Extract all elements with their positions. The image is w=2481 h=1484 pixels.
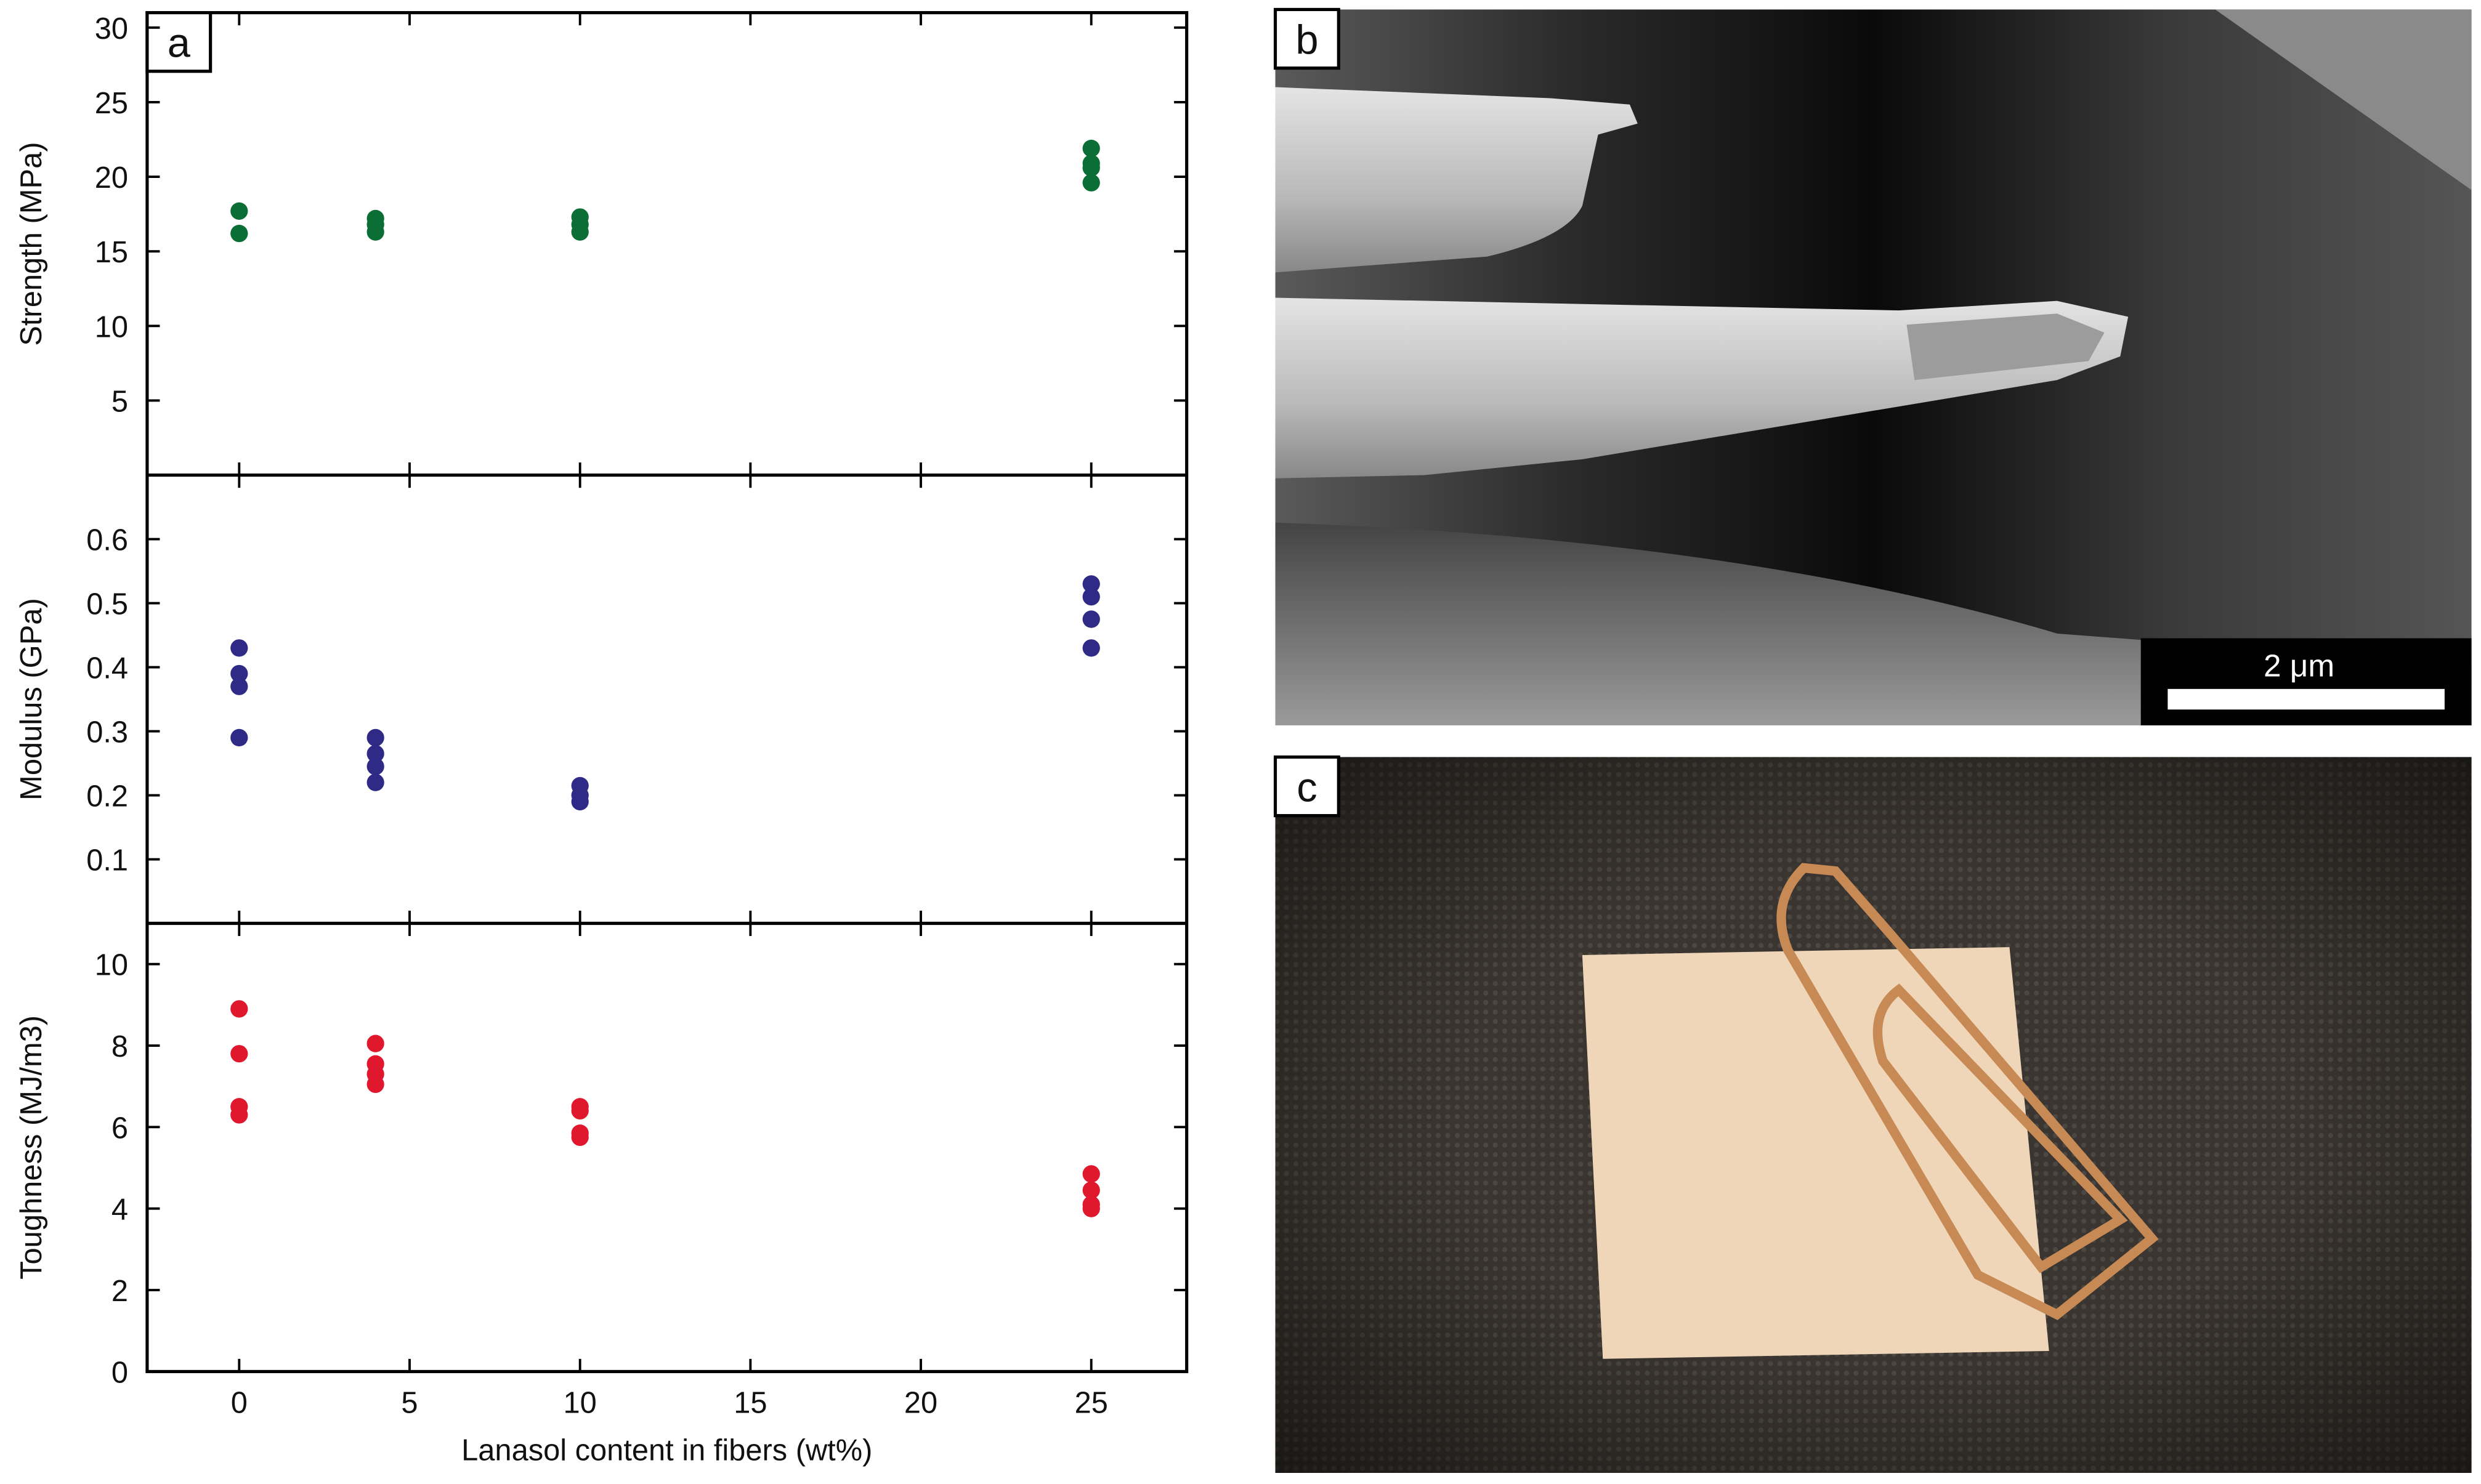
data-point [1082, 1200, 1100, 1217]
y-tick-label: 6 [111, 1111, 128, 1145]
data-point [230, 677, 248, 695]
data-point [366, 728, 384, 747]
panel-label: c [1297, 765, 1317, 810]
y-tick-label: 0.4 [86, 652, 128, 685]
data-point [366, 1034, 384, 1052]
photo [1275, 757, 2472, 1473]
panel-label-box [1273, 7, 1340, 70]
y-tick-label: 10 [95, 949, 128, 982]
data-point [230, 728, 248, 747]
data-point [366, 1075, 384, 1094]
x-tick-label: 5 [401, 1386, 418, 1419]
data-point [230, 639, 248, 657]
data-point [366, 773, 384, 791]
x-tick-label: 0 [231, 1386, 248, 1419]
data-point [366, 757, 384, 775]
scale-bar [2167, 688, 2445, 710]
data-point [1082, 1165, 1100, 1183]
y-tick-label: 0.5 [86, 588, 128, 621]
y-tick-label: 0.3 [86, 716, 128, 749]
data-point [230, 224, 248, 243]
y-tick-label: 8 [111, 1030, 128, 1063]
data-point [1082, 610, 1100, 628]
y-tick-label: 0.2 [86, 780, 128, 813]
y-tick-label: 10 [95, 310, 128, 344]
data-point [1082, 174, 1100, 192]
y-tick-label: 4 [111, 1193, 128, 1227]
data-point [230, 664, 248, 683]
y-axis-label: Strength (MPa) [15, 142, 48, 345]
y-tick-label: 15 [95, 236, 128, 269]
panel-label-box [145, 11, 212, 73]
y-tick-label: 0 [111, 1356, 128, 1389]
data-point [571, 223, 589, 241]
x-tick-label: 10 [564, 1386, 597, 1419]
data-point [571, 1102, 589, 1120]
panel-label: a [168, 21, 191, 67]
data-point [1082, 588, 1100, 606]
y-tick-label: 25 [95, 87, 128, 120]
plot-frame [145, 11, 1189, 1373]
data-point [366, 744, 384, 763]
panel-label: b [1295, 17, 1318, 63]
data-point [230, 1045, 248, 1063]
data-point [1082, 159, 1100, 177]
x-axis-label: Lanasol content in fibers (wt%) [461, 1434, 872, 1467]
data-point [571, 792, 589, 811]
scale-bar-box [2140, 638, 2472, 725]
panel-label-box [1273, 755, 1340, 818]
data-point [366, 223, 384, 241]
data-point [571, 1128, 589, 1147]
y-tick-label: 2 [111, 1275, 128, 1308]
scale-bar-label: 2 μm [2264, 647, 2334, 683]
data-point [1082, 1181, 1100, 1200]
x-tick-label: 20 [904, 1386, 937, 1419]
data-point [1082, 639, 1100, 657]
data-point [230, 1106, 248, 1124]
y-tick-label: 20 [95, 161, 128, 195]
y-tick-label: 0.1 [86, 844, 128, 877]
sem-image [1275, 9, 2472, 725]
x-tick-label: 25 [1075, 1386, 1108, 1419]
y-tick-label: 30 [95, 12, 128, 46]
data-point [1082, 575, 1100, 593]
y-tick-label: 5 [111, 385, 128, 418]
y-tick-label: 0.6 [86, 524, 128, 557]
y-axis-label: Toughness (MJ/m3) [15, 1015, 48, 1280]
data-point [230, 202, 248, 220]
data-point [1082, 139, 1100, 158]
y-axis-label: Modulus (GPa) [15, 598, 48, 800]
data-point [230, 1000, 248, 1018]
x-tick-label: 15 [734, 1386, 767, 1419]
